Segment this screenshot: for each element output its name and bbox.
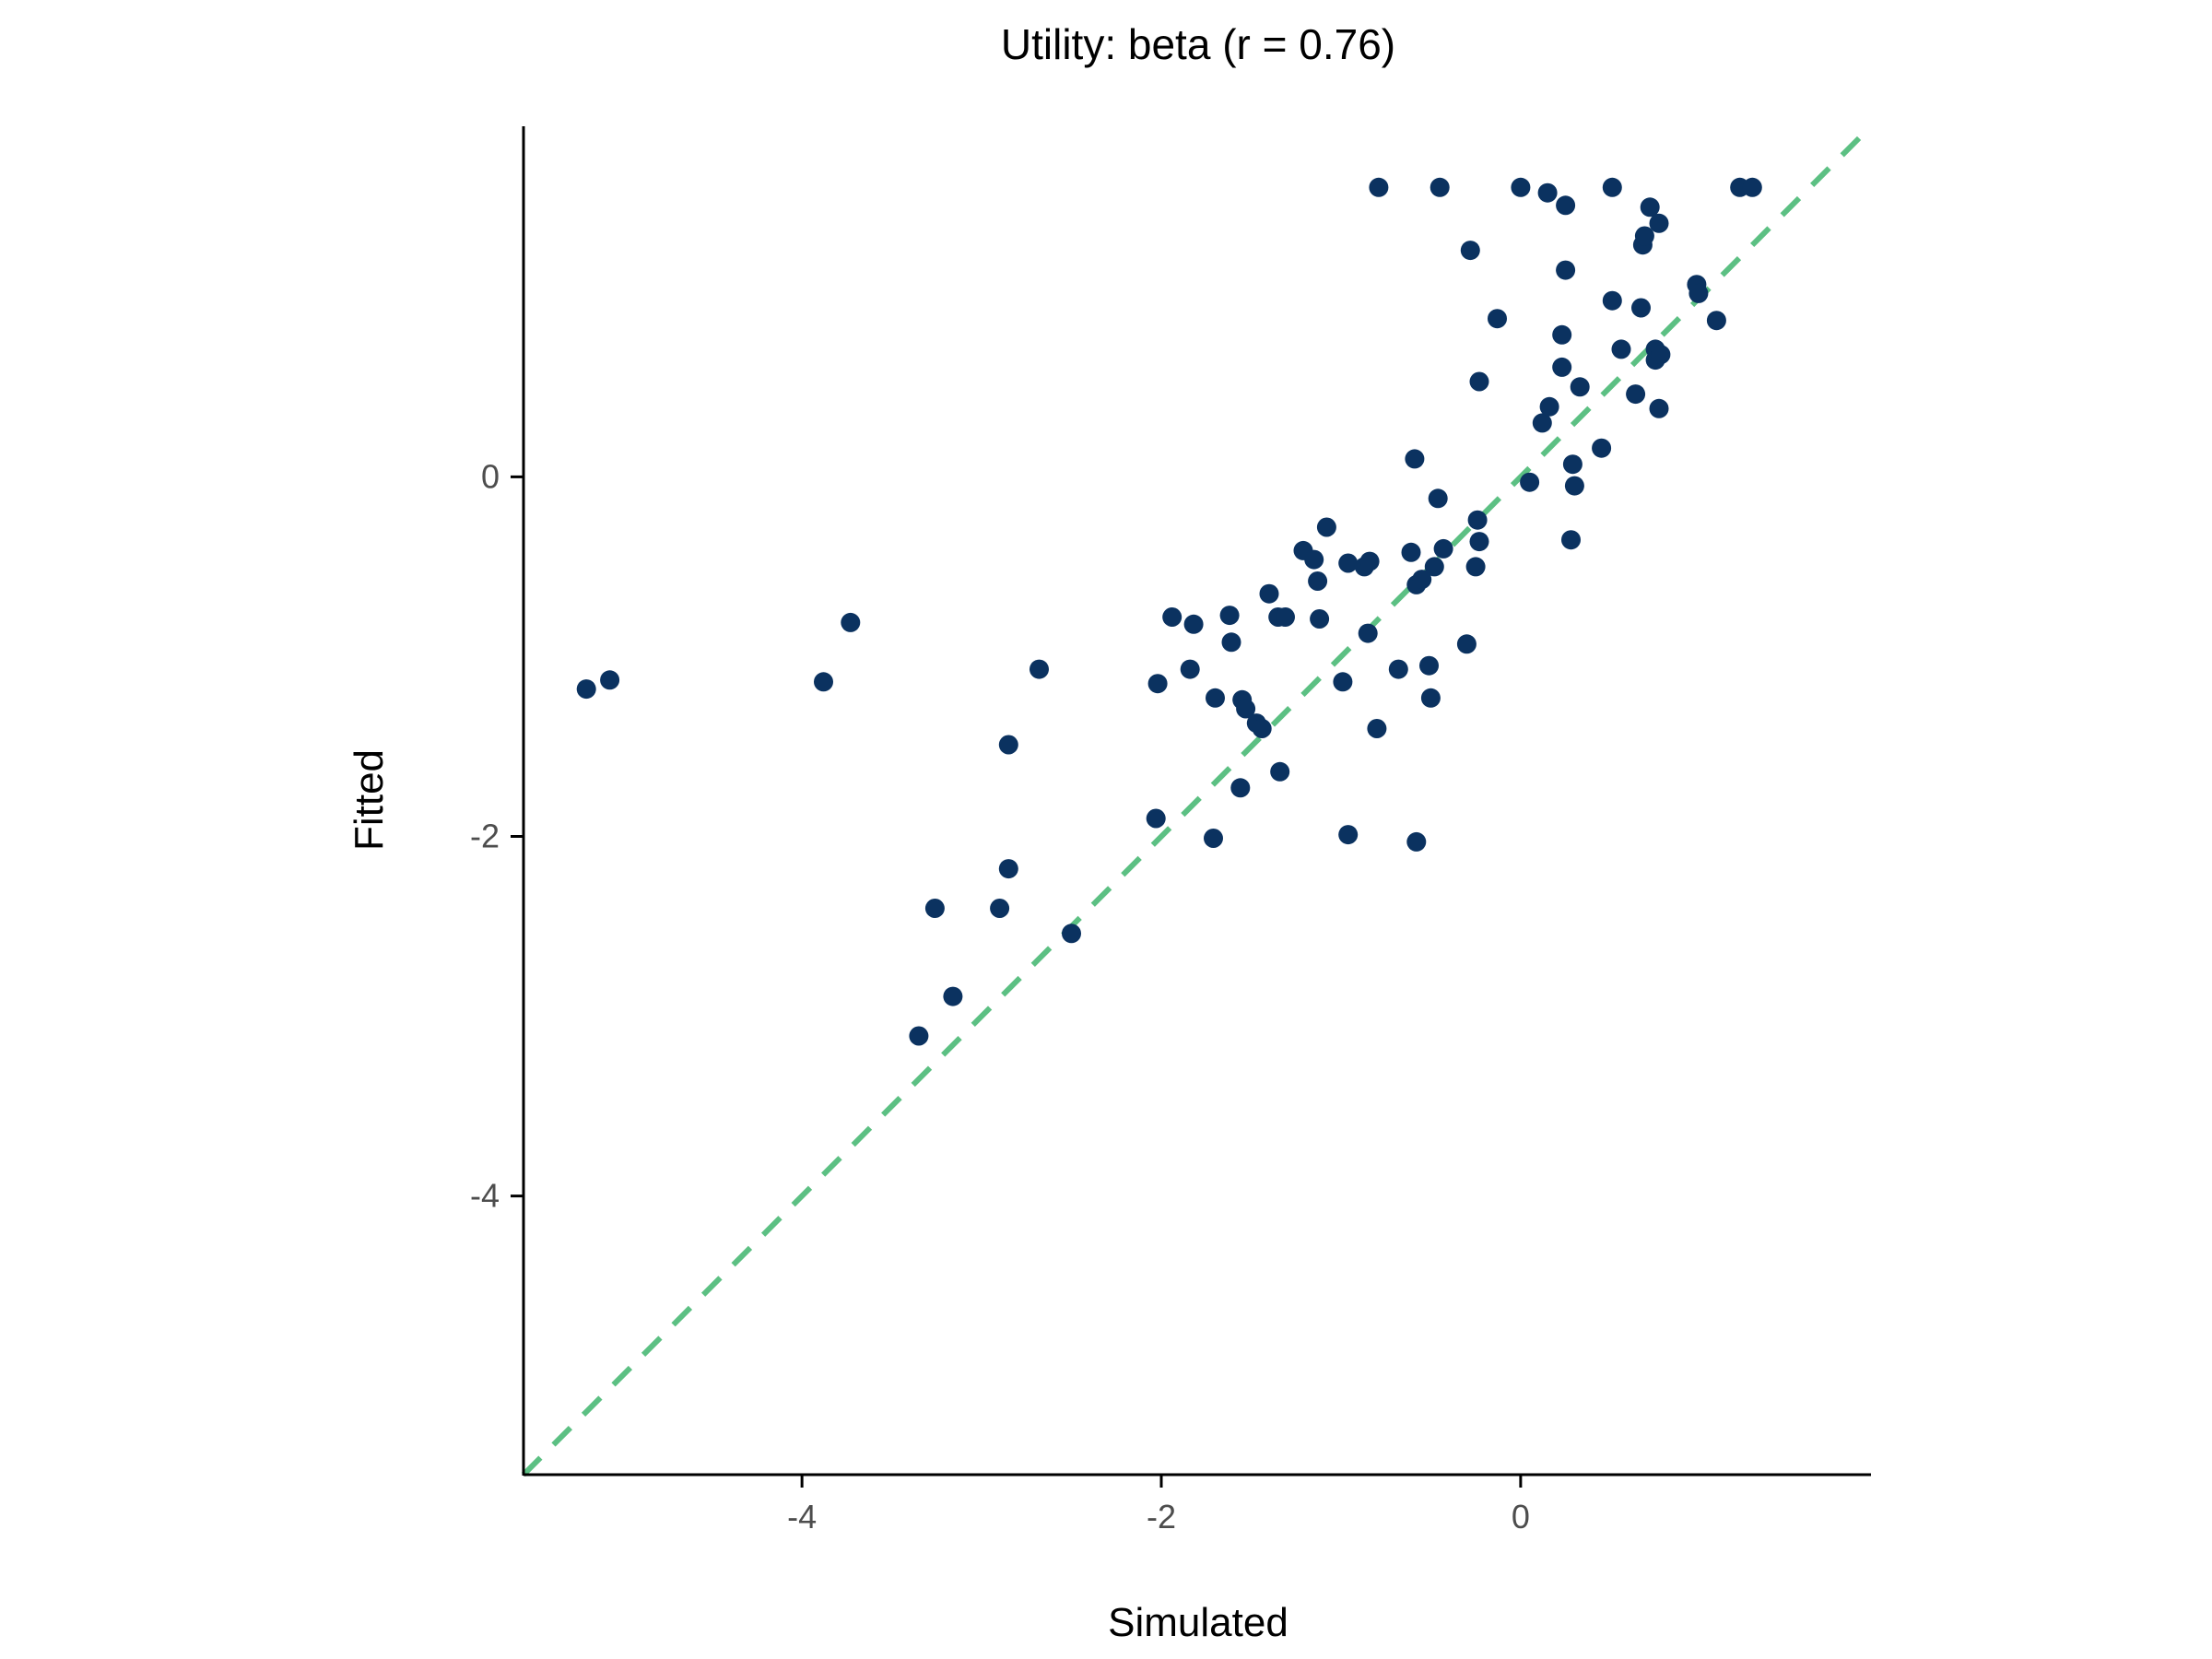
data-point: [943, 986, 963, 1006]
data-point: [1221, 632, 1241, 653]
data-point: [1651, 345, 1671, 365]
data-point: [998, 735, 1018, 755]
data-point: [1419, 655, 1439, 676]
y-tick-label: -4: [470, 1177, 500, 1215]
data-point: [1369, 177, 1389, 197]
data-point: [1270, 761, 1290, 782]
data-point: [1539, 396, 1559, 417]
data-point: [1162, 607, 1182, 627]
y-tick-label: -2: [470, 818, 500, 855]
data-point: [1460, 241, 1480, 261]
data-point: [1602, 290, 1622, 311]
data-point: [1520, 472, 1540, 492]
x-ticks: -4 -2 0: [787, 1475, 1530, 1535]
data-point: [1688, 283, 1709, 303]
data-point: [1367, 719, 1387, 738]
chart-title: Utility: beta (r = 0.76): [1001, 20, 1395, 68]
data-point: [1602, 177, 1622, 197]
data-point: [1316, 517, 1336, 537]
data-point: [1469, 532, 1489, 552]
data-point: [1562, 454, 1583, 475]
x-tick-label: 0: [1512, 1498, 1530, 1535]
data-point: [1552, 357, 1572, 377]
data-point: [1219, 606, 1240, 626]
data-point: [990, 899, 1010, 918]
data-point: [1030, 659, 1049, 679]
data-point: [1388, 659, 1408, 679]
data-point: [1406, 831, 1427, 852]
identity-reference-line: [521, 124, 1874, 1477]
data-point: [1592, 438, 1612, 458]
x-axis-title: Simulated: [1108, 1600, 1288, 1645]
data-point: [1537, 182, 1558, 203]
data-point: [1469, 371, 1489, 392]
data-point: [1742, 177, 1762, 197]
data-point: [1488, 309, 1507, 329]
data-point: [1430, 177, 1450, 197]
data-point: [1532, 413, 1552, 433]
data-point: [1649, 213, 1669, 233]
data-point: [1401, 542, 1421, 562]
x-tick-label: -2: [1147, 1498, 1176, 1535]
data-point: [1640, 197, 1660, 218]
points-layer: [576, 177, 1762, 1046]
data-point: [1204, 829, 1223, 848]
reference-line-layer: [521, 124, 1874, 1477]
data-point: [1611, 339, 1631, 359]
data-point: [924, 899, 945, 918]
data-point: [841, 612, 861, 632]
data-point: [1706, 311, 1726, 331]
data-point: [1412, 570, 1432, 590]
data-point: [1428, 488, 1448, 509]
x-tick-label: -4: [787, 1498, 817, 1535]
data-point: [1230, 778, 1251, 798]
data-point: [1276, 607, 1295, 627]
data-point: [1631, 298, 1651, 318]
data-point: [1420, 688, 1441, 708]
data-point: [1556, 195, 1576, 216]
data-point: [998, 859, 1018, 879]
data-point: [1570, 377, 1590, 397]
data-point: [1259, 583, 1279, 604]
data-point: [1626, 384, 1646, 405]
data-point: [1465, 557, 1486, 577]
data-point: [1556, 260, 1576, 280]
data-point: [1206, 688, 1225, 708]
data-point: [1333, 672, 1353, 692]
y-tick-label: 0: [481, 457, 500, 495]
data-point: [1180, 659, 1200, 679]
data-point: [1564, 476, 1584, 496]
data-point: [909, 1026, 929, 1046]
data-point: [814, 672, 833, 692]
data-point: [1405, 449, 1425, 469]
data-point: [1304, 549, 1324, 570]
data-point: [1236, 699, 1256, 719]
data-point: [1147, 674, 1168, 694]
data-point: [1424, 557, 1444, 577]
data-point: [1649, 398, 1669, 418]
data-point: [1511, 177, 1531, 197]
data-point: [1310, 609, 1330, 629]
data-point: [1338, 825, 1359, 845]
y-ticks: -4 -2 0: [470, 457, 524, 1215]
data-point: [576, 679, 596, 700]
data-point: [1146, 808, 1166, 829]
data-point: [1338, 553, 1359, 573]
data-point: [1062, 924, 1081, 944]
y-axis-title: Fitted: [347, 749, 392, 851]
data-point: [1561, 530, 1581, 550]
data-point: [1433, 538, 1453, 559]
data-point: [1252, 719, 1272, 738]
data-point: [1359, 551, 1380, 571]
data-point: [1634, 226, 1654, 246]
data-point: [1183, 614, 1204, 634]
data-point: [1308, 571, 1328, 591]
data-point: [1456, 634, 1477, 654]
data-point: [1552, 324, 1572, 345]
data-point: [1467, 510, 1488, 530]
data-point: [1358, 623, 1378, 643]
data-point: [600, 670, 620, 690]
